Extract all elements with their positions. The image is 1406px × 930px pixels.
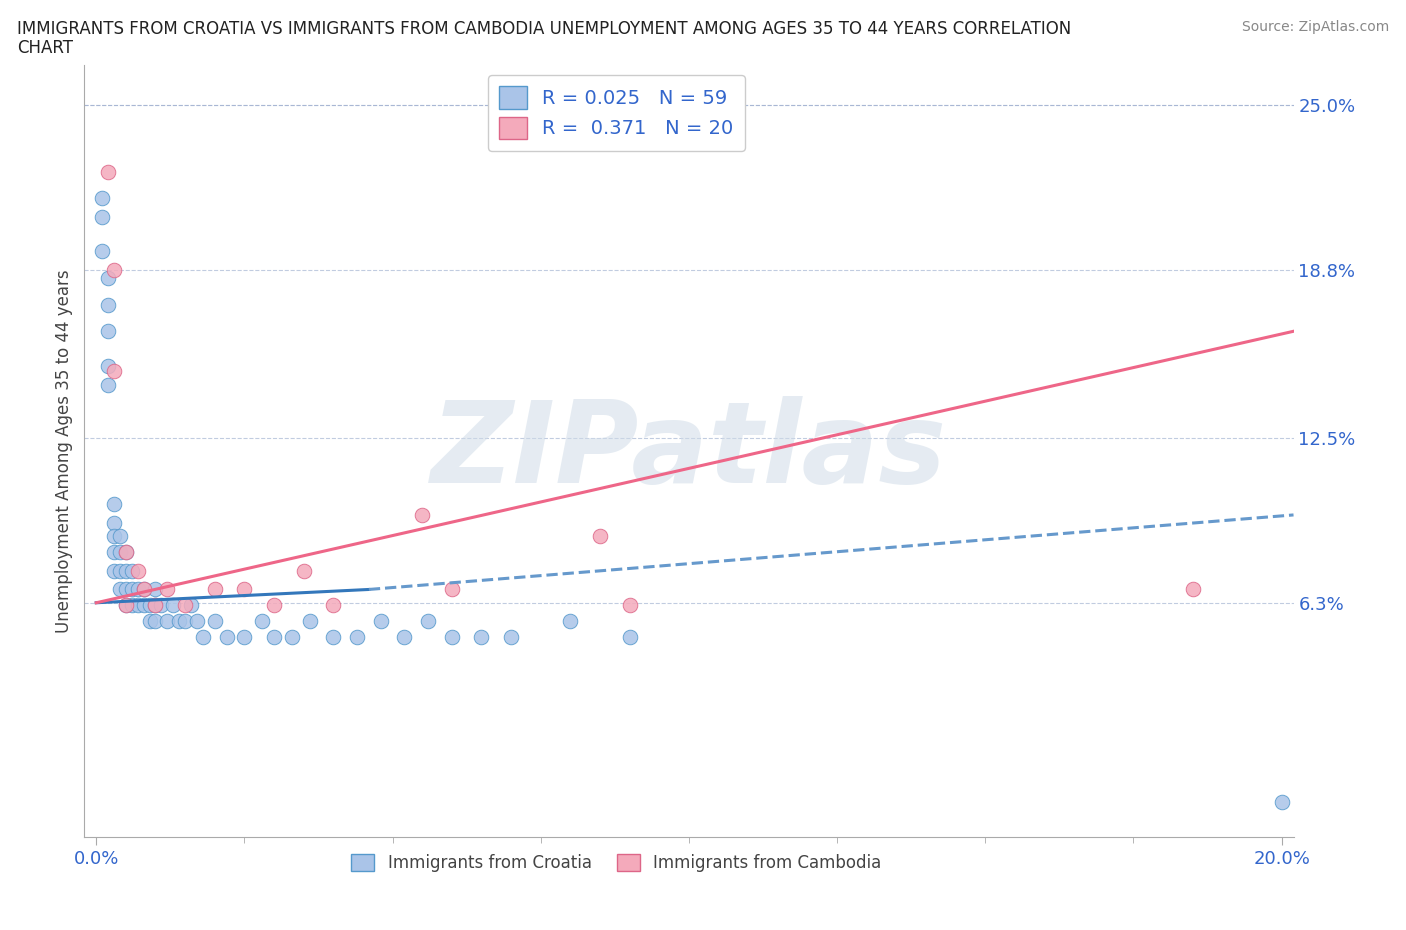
- Point: [180, 598, 202, 613]
- Point: [292, 564, 315, 578]
- Point: [440, 582, 463, 597]
- Point: [589, 529, 612, 544]
- Point: [138, 598, 160, 613]
- Point: [233, 630, 256, 644]
- Point: [619, 630, 641, 644]
- Point: [97, 324, 120, 339]
- Point: [103, 497, 125, 512]
- Point: [121, 564, 143, 578]
- Point: [150, 598, 173, 613]
- Point: [281, 630, 304, 644]
- Point: [186, 614, 208, 629]
- Point: [103, 515, 125, 530]
- Point: [97, 298, 120, 312]
- Point: [115, 582, 138, 597]
- Point: [440, 630, 463, 644]
- Point: [127, 598, 149, 613]
- Point: [103, 545, 125, 560]
- Point: [108, 545, 131, 560]
- Point: [298, 614, 321, 629]
- Point: [162, 598, 184, 613]
- Point: [97, 377, 120, 392]
- Point: [174, 598, 197, 613]
- Point: [250, 614, 273, 629]
- Point: [470, 630, 492, 644]
- Point: [91, 191, 114, 206]
- Point: [560, 614, 582, 629]
- Point: [145, 598, 167, 613]
- Point: [167, 614, 190, 629]
- Point: [215, 630, 238, 644]
- Point: [91, 209, 114, 224]
- Point: [108, 529, 131, 544]
- Text: Source: ZipAtlas.com: Source: ZipAtlas.com: [1241, 20, 1389, 34]
- Y-axis label: Unemployment Among Ages 35 to 44 years: Unemployment Among Ages 35 to 44 years: [55, 270, 73, 632]
- Point: [346, 630, 368, 644]
- Point: [97, 358, 120, 373]
- Point: [233, 582, 256, 597]
- Point: [370, 614, 392, 629]
- Point: [145, 614, 167, 629]
- Point: [108, 582, 131, 597]
- Point: [132, 582, 155, 597]
- Point: [145, 598, 167, 613]
- Point: [501, 630, 523, 644]
- Point: [91, 244, 114, 259]
- Point: [115, 598, 138, 613]
- Point: [115, 545, 138, 560]
- Point: [127, 582, 149, 597]
- Point: [132, 598, 155, 613]
- Point: [619, 598, 641, 613]
- Point: [115, 598, 138, 613]
- Point: [132, 582, 155, 597]
- Point: [322, 630, 344, 644]
- Point: [103, 262, 125, 277]
- Point: [97, 164, 120, 179]
- Point: [191, 630, 214, 644]
- Point: [127, 564, 149, 578]
- Point: [97, 271, 120, 286]
- Point: [103, 364, 125, 379]
- Point: [103, 564, 125, 578]
- Point: [121, 582, 143, 597]
- Point: [394, 630, 416, 644]
- Point: [145, 582, 167, 597]
- Text: CHART: CHART: [17, 39, 73, 57]
- Point: [108, 564, 131, 578]
- Point: [418, 614, 440, 629]
- Point: [103, 529, 125, 544]
- Point: [156, 614, 179, 629]
- Point: [263, 630, 285, 644]
- Legend: Immigrants from Croatia, Immigrants from Cambodia: Immigrants from Croatia, Immigrants from…: [344, 847, 889, 879]
- Point: [174, 614, 197, 629]
- Point: [1271, 795, 1294, 810]
- Point: [115, 545, 138, 560]
- Point: [156, 582, 179, 597]
- Text: ZIPatlas: ZIPatlas: [430, 395, 948, 507]
- Point: [121, 598, 143, 613]
- Point: [115, 564, 138, 578]
- Point: [1181, 582, 1204, 597]
- Point: [204, 582, 226, 597]
- Point: [204, 614, 226, 629]
- Point: [138, 614, 160, 629]
- Text: IMMIGRANTS FROM CROATIA VS IMMIGRANTS FROM CAMBODIA UNEMPLOYMENT AMONG AGES 35 T: IMMIGRANTS FROM CROATIA VS IMMIGRANTS FR…: [17, 20, 1071, 38]
- Point: [322, 598, 344, 613]
- Point: [263, 598, 285, 613]
- Point: [411, 508, 433, 523]
